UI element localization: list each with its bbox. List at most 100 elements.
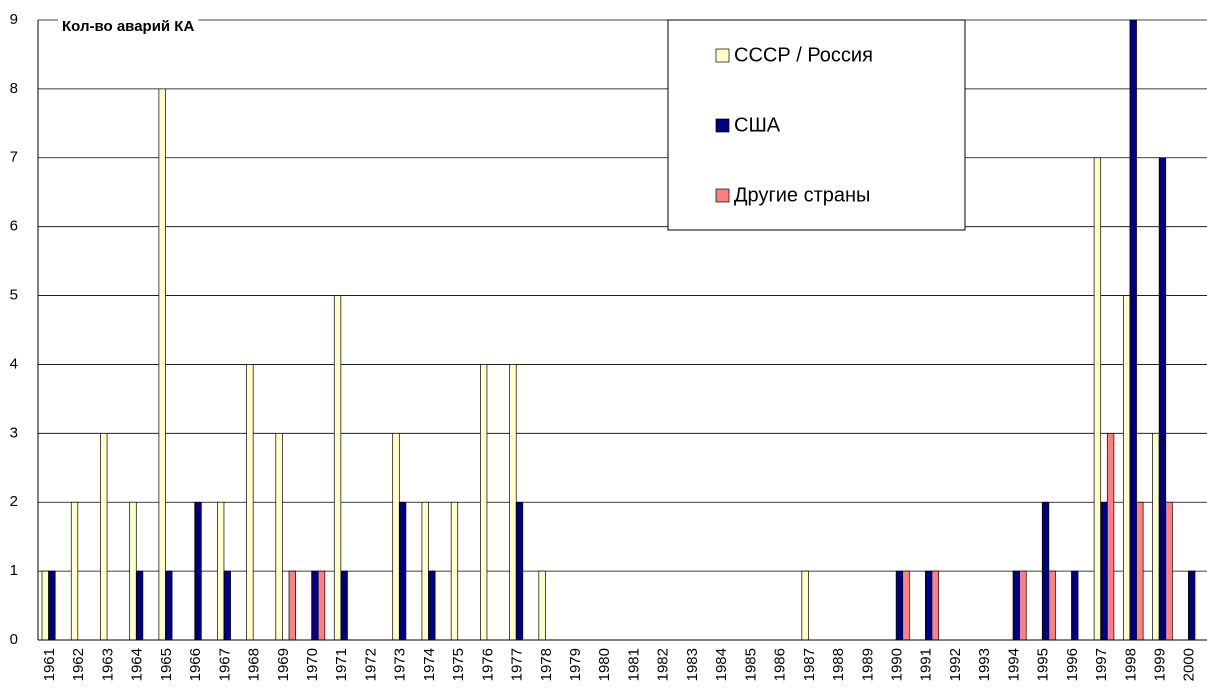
x-tick-label: 1972 xyxy=(362,648,379,681)
x-tick-label: 1965 xyxy=(158,648,175,681)
chart-title: Кол-во аварий КА xyxy=(62,18,194,35)
bar xyxy=(895,570,904,641)
bar xyxy=(158,88,166,641)
x-tick-label: 1994 xyxy=(1005,648,1022,681)
x-tick-label: 1984 xyxy=(713,648,730,681)
x-tick-label: 1967 xyxy=(216,648,233,681)
x-tick-label: 1973 xyxy=(392,648,409,681)
x-tick-label: 1985 xyxy=(742,648,759,681)
bar xyxy=(421,501,429,641)
x-tick-label: 1974 xyxy=(421,648,438,681)
legend-label: Другие страны xyxy=(734,184,870,206)
x-tick-label: 1989 xyxy=(859,648,876,681)
legend-swatch xyxy=(715,188,730,203)
bar xyxy=(509,364,517,641)
x-tick-label: 1975 xyxy=(450,648,467,681)
x-tick-label: 1963 xyxy=(99,648,116,681)
bar xyxy=(317,570,326,641)
x-tick-label: 1983 xyxy=(684,648,701,681)
bar xyxy=(194,501,202,641)
x-tick-label: 1971 xyxy=(333,648,350,681)
x-tick-label: 1961 xyxy=(41,648,58,681)
bar xyxy=(1100,501,1108,641)
bar xyxy=(333,295,342,641)
x-tick-label: 1986 xyxy=(772,648,789,681)
x-tick-label: 1964 xyxy=(129,648,146,681)
bar xyxy=(165,570,173,641)
bar xyxy=(217,501,225,641)
bar xyxy=(311,570,319,641)
bar xyxy=(902,570,910,641)
bar xyxy=(129,501,137,641)
x-tick-label: 1979 xyxy=(567,648,584,681)
y-tick-label: 0 xyxy=(10,631,18,648)
bar xyxy=(100,432,108,641)
legend-label: США xyxy=(734,114,781,136)
x-tick-label: 1999 xyxy=(1152,648,1169,681)
x-tick-label: 1980 xyxy=(596,648,613,681)
bar xyxy=(1158,157,1167,641)
title-bg xyxy=(58,15,199,37)
bar xyxy=(1165,501,1173,641)
x-tick-label: 1962 xyxy=(70,648,87,681)
x-tick-label: 1977 xyxy=(509,648,526,681)
y-tick-label: 1 xyxy=(10,562,18,579)
legend-swatch xyxy=(715,118,730,133)
x-tick-label: 1990 xyxy=(888,648,905,681)
bar xyxy=(1188,570,1196,641)
bar xyxy=(41,570,49,641)
y-tick-label: 6 xyxy=(10,218,18,235)
x-tick-label: 1988 xyxy=(830,648,847,681)
bar xyxy=(801,570,809,641)
bar xyxy=(1122,295,1131,641)
x-tick-label: 1970 xyxy=(304,648,321,681)
x-tick-label: 1966 xyxy=(187,648,204,681)
bar xyxy=(398,501,407,641)
bar xyxy=(1129,19,1137,641)
bar xyxy=(931,570,939,641)
bar xyxy=(392,432,400,641)
y-tick-label: 7 xyxy=(10,149,18,166)
x-tick-label: 1997 xyxy=(1093,648,1110,681)
bar xyxy=(450,501,459,641)
bar xyxy=(288,570,296,641)
bar xyxy=(515,501,524,641)
bar xyxy=(1048,570,1056,641)
y-tick-label: 5 xyxy=(10,287,18,304)
bar xyxy=(1106,432,1115,641)
bar xyxy=(1019,570,1027,641)
x-tick-label: 1998 xyxy=(1122,648,1139,681)
y-tick-label: 2 xyxy=(10,493,18,510)
bar xyxy=(538,570,546,641)
y-tick-label: 3 xyxy=(10,424,18,441)
x-tick-label: 1978 xyxy=(538,648,555,681)
bar xyxy=(1041,501,1050,641)
x-tick-label: 2000 xyxy=(1181,648,1198,681)
x-tick-label: 1991 xyxy=(918,648,935,681)
x-tick-label: 1976 xyxy=(479,648,496,681)
bar xyxy=(1093,157,1102,641)
x-tick-label: 1968 xyxy=(246,648,263,681)
x-tick-label: 1987 xyxy=(801,648,818,681)
bar xyxy=(340,570,348,641)
bar xyxy=(1071,570,1079,641)
bar xyxy=(135,570,144,641)
y-tick-label: 4 xyxy=(10,355,18,372)
bar xyxy=(1012,570,1020,641)
y-tick-label: 8 xyxy=(10,80,18,97)
x-tick-label: 1992 xyxy=(947,648,964,681)
bar xyxy=(246,364,254,641)
x-tick-label: 1981 xyxy=(625,648,642,681)
legend-swatch xyxy=(715,48,730,63)
x-tick-label: 1995 xyxy=(1035,648,1052,681)
bar xyxy=(924,570,933,641)
bar xyxy=(223,570,231,641)
bar xyxy=(70,501,79,641)
bar xyxy=(48,570,56,641)
x-tick-label: 1969 xyxy=(275,648,292,681)
bar xyxy=(1152,432,1160,641)
bar xyxy=(1136,501,1144,641)
bar xyxy=(428,570,436,641)
x-tick-label: 1982 xyxy=(655,648,672,681)
